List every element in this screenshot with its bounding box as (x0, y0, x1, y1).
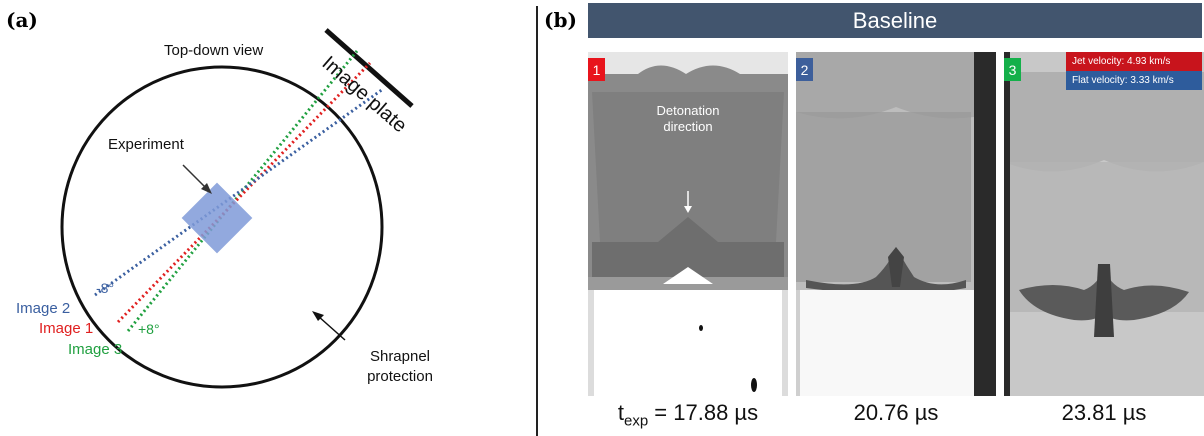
angle-minus-label: -8° (96, 280, 115, 296)
image3-label: Image 3 (68, 341, 123, 358)
time-label-2: 20.76 µs (853, 400, 939, 425)
shrapnel-protection-circle (60, 65, 384, 389)
radiograph-frame-3: 3 Jet velocity: 4.93 km/s Flat velocity:… (1004, 52, 1204, 396)
time-subscript: exp (624, 412, 649, 430)
radiograph-image-1 (588, 52, 788, 396)
panel-divider (536, 6, 538, 436)
flat-velocity-box: Flat velocity: 3.33 km/s (1066, 71, 1202, 90)
detonation-line1: Detonation (656, 103, 720, 118)
panel-a-diagram (60, 28, 414, 389)
angle-plus-label: +8° (138, 321, 160, 337)
detonation-line2: direction (663, 119, 713, 134)
panel-b-label: (b) (544, 8, 577, 32)
panel-a-label: (a) (6, 8, 38, 32)
shrapnel-line2: protection (367, 368, 433, 385)
radiograph-image-2 (796, 52, 996, 396)
image2-label: Image 2 (16, 300, 71, 317)
shrapnel-line1: Shrapnel (369, 348, 431, 365)
radiograph-frame-1: 1 Detonation direction (588, 52, 788, 396)
time-value-1: = 17.88 µs (648, 400, 759, 425)
detonation-direction-label: Detonation direction (588, 103, 788, 135)
frame-badge-2: 2 (796, 58, 813, 81)
radiograph-frame-2: 2 (796, 52, 996, 396)
time-prefix: t (617, 400, 624, 425)
top-down-view-label: Top-down view (164, 42, 264, 59)
experiment-arrowhead (201, 183, 212, 194)
image1-label: Image 1 (39, 320, 94, 337)
image-plate (324, 28, 414, 108)
shrapnel-protection-label: Shrapnel protection (355, 347, 445, 387)
baseline-title: Baseline (852, 7, 938, 33)
shrapnel-arrowhead (312, 311, 324, 321)
experiment-box (181, 182, 253, 254)
frame-badge-3: 3 (1004, 58, 1021, 81)
experiment-arrow (182, 164, 207, 189)
beam-image1 (116, 61, 372, 324)
baseline-title-bar: Baseline (588, 3, 1202, 38)
experiment-label: Experiment (108, 136, 184, 153)
jet-velocity-box: Jet velocity: 4.93 km/s (1066, 52, 1202, 71)
beam-image2 (94, 87, 384, 297)
radiograph-image-3 (1004, 52, 1204, 396)
frame-badge-1: 1 (588, 58, 605, 81)
time-label-1: texp = 17.88 µs (588, 400, 788, 429)
shrapnel-arrow (317, 315, 346, 341)
time-label-3: 23.81 µs (1061, 400, 1147, 425)
